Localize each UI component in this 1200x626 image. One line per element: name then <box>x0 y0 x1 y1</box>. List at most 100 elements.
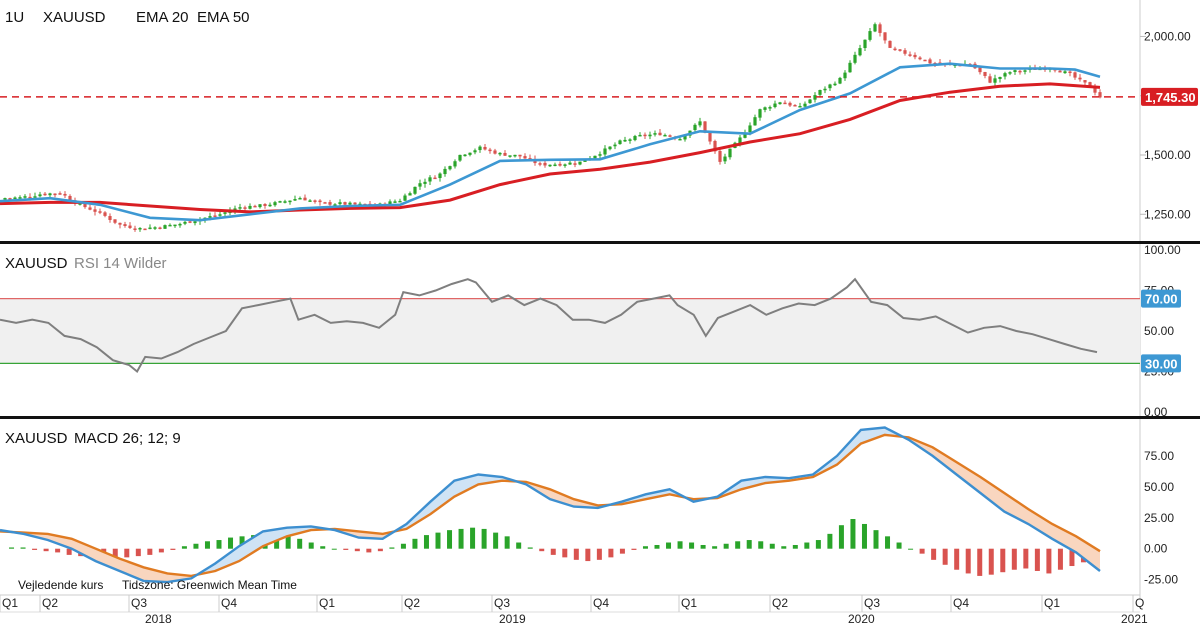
candle-body[interactable] <box>658 132 662 136</box>
candle-body[interactable] <box>193 221 197 224</box>
macd-histogram-bar[interactable] <box>735 541 741 549</box>
macd-histogram-bar[interactable] <box>423 535 429 549</box>
candle-body[interactable] <box>863 39 867 49</box>
candle-body[interactable] <box>908 54 912 56</box>
candle-body[interactable] <box>43 193 47 196</box>
candle-body[interactable] <box>38 194 42 197</box>
macd-histogram-bar[interactable] <box>112 548 118 559</box>
candle-body[interactable] <box>1003 73 1007 77</box>
candle-body[interactable] <box>133 228 137 230</box>
ema50-line[interactable] <box>0 82 1101 214</box>
candle-body[interactable] <box>343 202 347 205</box>
ema20-line[interactable] <box>0 62 1101 222</box>
candle-body[interactable] <box>723 156 727 162</box>
candle-body[interactable] <box>408 193 412 196</box>
macd-histogram-bar[interactable] <box>124 548 130 558</box>
candle-body[interactable] <box>208 216 212 218</box>
candle-body[interactable] <box>353 202 357 205</box>
candle-body[interactable] <box>258 204 262 208</box>
macd-histogram-bar[interactable] <box>377 548 383 552</box>
macd-histogram-bar[interactable] <box>769 543 775 549</box>
candle-body[interactable] <box>3 198 7 200</box>
candle-body[interactable] <box>143 228 147 231</box>
candle-body[interactable] <box>923 59 927 62</box>
candle-body[interactable] <box>348 202 352 205</box>
candle-body[interactable] <box>523 156 527 159</box>
macd-histogram-bar[interactable] <box>9 547 15 549</box>
candle-body[interactable] <box>478 146 482 151</box>
macd-histogram-bar[interactable] <box>550 548 556 555</box>
macd-histogram-bar[interactable] <box>631 548 637 550</box>
macd-histogram-bar[interactable] <box>504 536 510 549</box>
macd-histogram-bar[interactable] <box>274 535 280 549</box>
candle-body[interactable] <box>1013 70 1017 73</box>
macd-histogram-bar[interactable] <box>954 548 960 570</box>
candle-body[interactable] <box>828 84 832 89</box>
macd-histogram-bar[interactable] <box>677 541 683 549</box>
macd-histogram-bar[interactable] <box>239 536 245 549</box>
candle-body[interactable] <box>128 225 132 228</box>
candle-body[interactable] <box>448 166 452 170</box>
macd-histogram-bar[interactable] <box>585 548 591 562</box>
macd-histogram-bar[interactable] <box>1057 548 1063 570</box>
candle-body[interactable] <box>453 161 457 167</box>
candle-body[interactable] <box>568 162 572 165</box>
candle-body[interactable] <box>573 163 577 165</box>
macd-histogram-bar[interactable] <box>792 544 798 549</box>
macd-histogram-bar[interactable] <box>573 548 579 560</box>
candle-body[interactable] <box>18 197 22 199</box>
candle-body[interactable] <box>98 211 102 213</box>
candle-body[interactable] <box>1063 71 1067 74</box>
macd-histogram-bar[interactable] <box>539 548 545 552</box>
macd-histogram-bar[interactable] <box>412 538 418 549</box>
candle-body[interactable] <box>403 195 407 201</box>
candle-body[interactable] <box>1093 86 1097 93</box>
macd-histogram-bar[interactable] <box>1011 548 1017 570</box>
candle-body[interactable] <box>423 181 427 184</box>
candle-body[interactable] <box>413 186 417 194</box>
candle-body[interactable] <box>798 106 802 108</box>
candle-body[interactable] <box>833 83 837 86</box>
candle-body[interactable] <box>623 139 627 142</box>
candle-body[interactable] <box>988 76 992 83</box>
candle-body[interactable] <box>693 124 697 131</box>
candle-body[interactable] <box>898 49 902 51</box>
macd-histogram-bar[interactable] <box>1023 548 1029 569</box>
panel-divider[interactable] <box>0 416 1200 419</box>
rsi-line[interactable] <box>0 277 1098 374</box>
candle-body[interactable] <box>603 148 607 155</box>
macd-histogram-bar[interactable] <box>320 546 326 549</box>
macd-histogram-bar[interactable] <box>55 548 61 553</box>
candle-body[interactable] <box>33 196 37 198</box>
candle-body[interactable] <box>773 103 777 108</box>
candle-body[interactable] <box>288 200 292 203</box>
macd-histogram-bar[interactable] <box>642 546 648 549</box>
candle-body[interactable] <box>493 150 497 154</box>
candle-body[interactable] <box>483 146 487 150</box>
candle-body[interactable] <box>1018 70 1022 73</box>
candle-body[interactable] <box>28 196 32 199</box>
candle-body[interactable] <box>753 117 757 126</box>
candle-body[interactable] <box>678 138 682 141</box>
macd-histogram-bar[interactable] <box>343 548 349 550</box>
candle-body[interactable] <box>853 54 857 63</box>
panel-divider[interactable] <box>0 241 1200 244</box>
candle-body[interactable] <box>123 224 127 226</box>
macd-histogram-bar[interactable] <box>850 519 856 549</box>
candle-body[interactable] <box>498 152 502 155</box>
candle-body[interactable] <box>843 72 847 79</box>
macd-histogram-bar[interactable] <box>988 548 994 575</box>
candle-body[interactable] <box>748 125 752 133</box>
candle-body[interactable] <box>618 140 622 145</box>
macd-histogram-bar[interactable] <box>838 525 844 549</box>
candle-body[interactable] <box>178 223 182 226</box>
candle-body[interactable] <box>628 139 632 141</box>
candle-body[interactable] <box>883 32 887 41</box>
macd-histogram-bar[interactable] <box>193 543 199 549</box>
candle-body[interactable] <box>428 177 432 182</box>
macd-histogram-bar[interactable] <box>723 543 729 549</box>
candle-body[interactable] <box>418 183 422 187</box>
candle-body[interactable] <box>173 224 177 227</box>
candle-body[interactable] <box>58 193 62 195</box>
macd-histogram-bar[interactable] <box>815 540 821 549</box>
